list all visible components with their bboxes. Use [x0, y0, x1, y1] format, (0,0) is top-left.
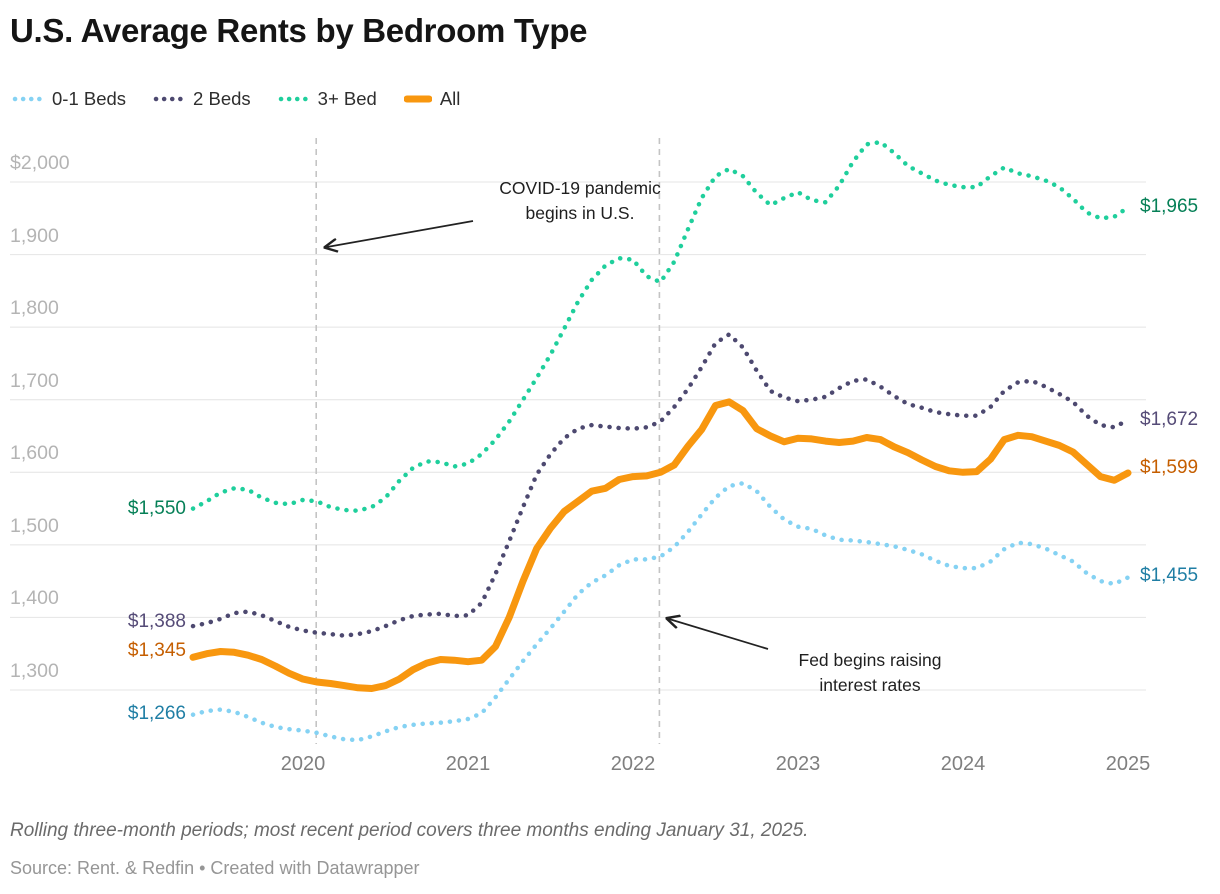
covid-annotation-arrow	[327, 220, 474, 247]
y-axis-label: 1,700	[10, 369, 59, 392]
chart-source: Source: Rent. & Redfin • Created with Da…	[10, 858, 420, 878]
chart-note: Rolling three-month periods; most recent…	[10, 820, 809, 841]
series-line-0-1-beds	[190, 480, 1131, 743]
covid-annotation-text: COVID-19 pandemic begins in U.S.	[499, 178, 661, 223]
series-line-3-bed	[190, 139, 1131, 513]
legend-item-2-beds: 2 Beds	[153, 88, 251, 110]
legend-item-0-1-beds: 0-1 Beds	[12, 88, 126, 110]
series-end-label: $1,965	[1140, 196, 1199, 218]
x-axis-label: 2024	[940, 753, 986, 775]
x-axis-label: 2022	[610, 753, 656, 775]
y-axis-label: 1,800	[10, 297, 59, 320]
y-axis-label: 1,900	[10, 224, 59, 247]
legend-label: 0-1 Beds	[52, 88, 127, 109]
y-axis-label: 1,500	[10, 514, 59, 537]
y-axis-label: 1,400	[10, 587, 59, 610]
legend-label: All	[439, 88, 461, 109]
x-axis-label: 2021	[445, 753, 491, 775]
fed-annotation-arrow	[669, 619, 769, 650]
series-start-label: $1,266	[127, 702, 186, 724]
y-axis-label: 1,600	[10, 442, 59, 465]
fed-annotation-text: Fed begins raising interest rates	[798, 650, 942, 695]
series-end-label: $1,455	[1140, 564, 1199, 586]
legend-item-all: All	[403, 88, 461, 110]
chart-title: U.S. Average Rents by Bedroom Type	[10, 12, 588, 49]
y-axis-label: $2,000	[10, 152, 70, 174]
x-axis-label: 2020	[280, 753, 326, 775]
series-start-label: $1,550	[127, 497, 186, 519]
y-axis-label: 1,300	[10, 660, 59, 682]
series-line-all	[189, 398, 1132, 692]
series-end-label: $1,672	[1140, 409, 1199, 431]
legend-label: 3+ Bed	[317, 88, 377, 109]
legend-label: 2 Beds	[193, 88, 251, 109]
series-line-2-beds	[190, 332, 1131, 638]
legend-swatch-icon	[403, 95, 432, 103]
series-end-label: $1,599	[1140, 457, 1199, 478]
x-axis-label: 2023	[775, 753, 821, 775]
x-axis-label: 2025	[1105, 753, 1151, 775]
legend-item-3-bed: 3+ Bed	[278, 88, 377, 110]
chart-legend: 0-1 Beds 2 Beds 3+ Bed All	[12, 88, 460, 110]
series-start-label: $1,345	[127, 640, 186, 662]
series-start-label: $1,388	[127, 611, 186, 633]
